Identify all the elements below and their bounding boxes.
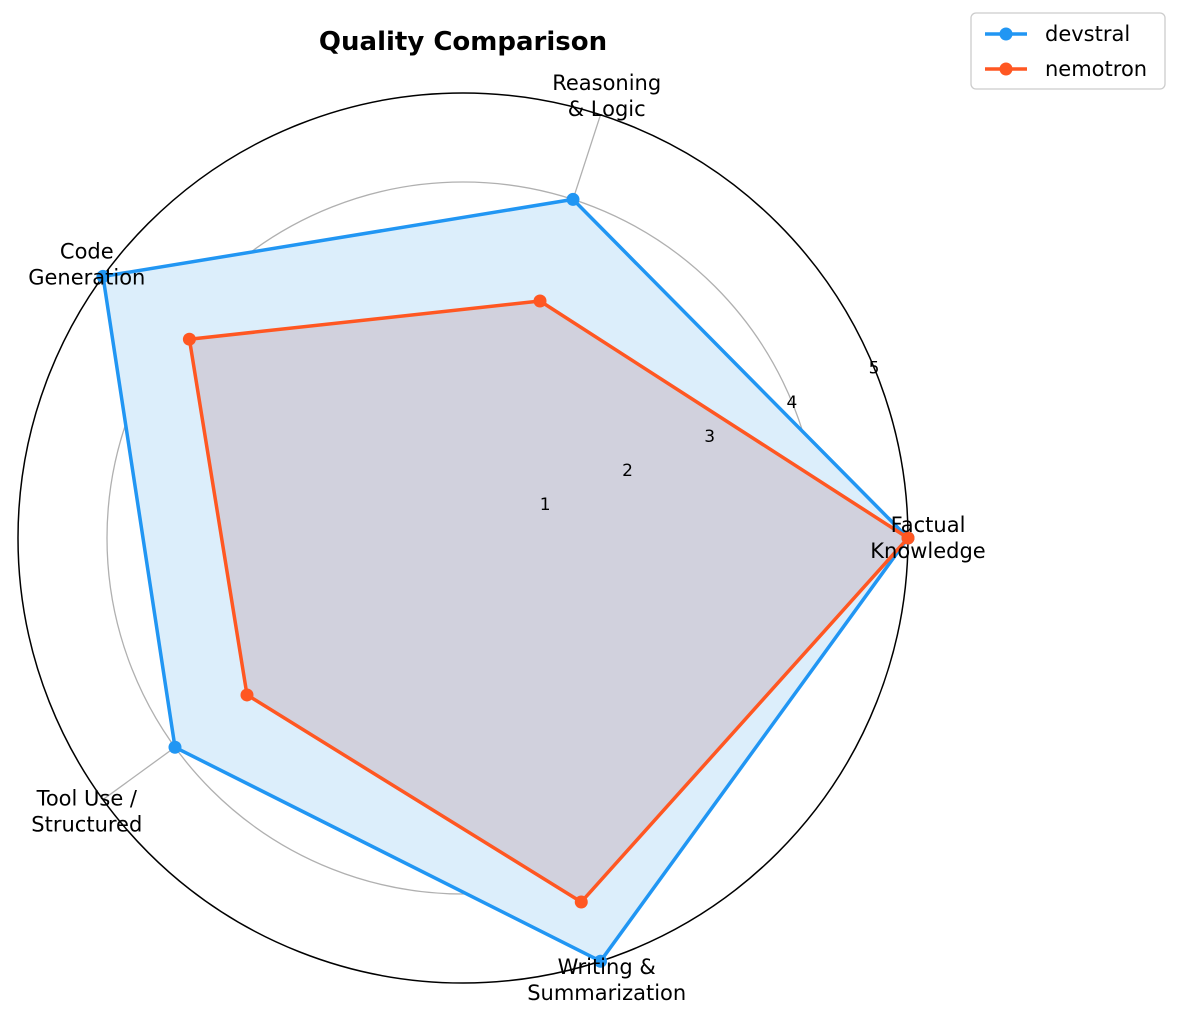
data-point-nemotron (533, 294, 547, 308)
radial-tick-labels: 1 2 3 4 5 (540, 359, 880, 515)
series-fill-nemotron (189, 301, 908, 902)
radial-tick-label: 4 (786, 393, 797, 413)
radial-tick-label: 5 (869, 359, 880, 379)
data-point-devstral (168, 740, 182, 754)
legend: devstral nemotron (970, 12, 1166, 90)
radial-tick-label: 3 (704, 427, 715, 447)
legend-marker-devstral (999, 27, 1013, 41)
legend-label-nemotron: nemotron (1045, 57, 1147, 81)
legend-marker-nemotron (999, 62, 1013, 76)
data-point-nemotron (240, 688, 254, 702)
data-point-nemotron (901, 531, 915, 545)
data-point-devstral (96, 269, 110, 283)
axis-label: Code Generation (28, 240, 145, 290)
axis-labels: Factual Knowledge Reasoning & Logic Code Gene… (28, 71, 986, 1005)
series-line-devstral (101, 197, 910, 963)
axis-label: Tool Use / Structured (31, 786, 142, 836)
series-line-nemotron (187, 299, 910, 904)
radial-tick-label: 2 (622, 461, 633, 481)
axis-label: Reasoning & Logic (552, 71, 661, 121)
series-layer (96, 192, 915, 968)
series-fill-devstral (103, 199, 908, 962)
legend-label-devstral: devstral (1045, 22, 1130, 46)
radial-tick-label: 1 (540, 495, 551, 515)
data-point-devstral (566, 192, 580, 206)
chart-title: Quality Comparison (319, 27, 607, 57)
axis-label: Writing & Summarization (527, 955, 686, 1005)
data-point-nemotron (574, 895, 588, 909)
axis-label: Factual Knowledge (870, 513, 985, 563)
data-point-nemotron (182, 332, 196, 346)
data-point-devstral (594, 954, 608, 968)
